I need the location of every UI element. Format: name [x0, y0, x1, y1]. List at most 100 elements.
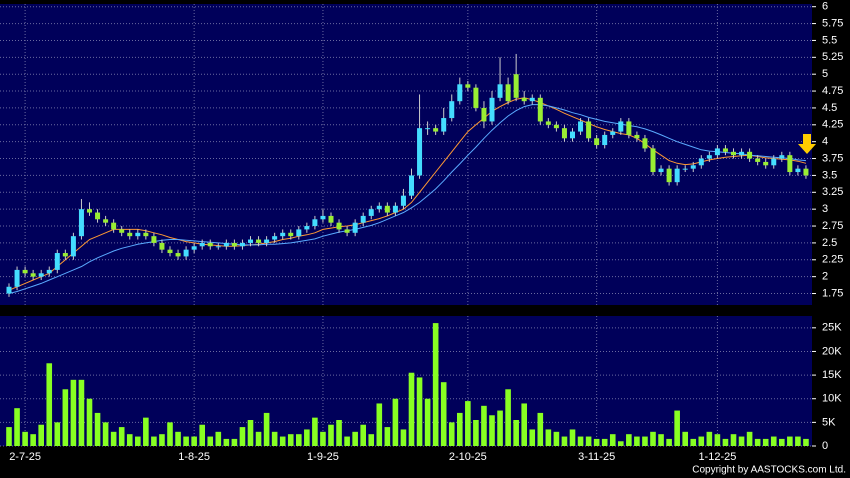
candle-body — [481, 107, 487, 122]
volume-bar — [223, 438, 230, 446]
candle-body — [6, 286, 12, 294]
copyright: Copyright by AASTOCKS.com Ltd. — [692, 465, 846, 476]
y-tick-label: 4.25 — [822, 119, 843, 131]
candle-body — [328, 215, 334, 223]
volume-bar — [6, 427, 12, 446]
candle-body — [151, 236, 157, 243]
volume-bar — [328, 424, 334, 446]
candle-body — [159, 242, 165, 250]
volume-bar — [658, 434, 664, 446]
volume-bar — [666, 438, 672, 446]
volume-bar — [706, 431, 713, 446]
candle-body — [537, 97, 543, 122]
volume-bar — [271, 431, 278, 446]
candle-body — [207, 242, 213, 247]
y-tick-label: 5.5 — [822, 34, 837, 46]
candle-body — [618, 121, 624, 132]
candle-body — [175, 253, 181, 257]
candle-body — [457, 84, 463, 102]
volume-bar — [618, 441, 624, 446]
volume-bar — [698, 436, 705, 446]
volume-bar — [730, 434, 737, 446]
x-tick-label: 3-11-25 — [578, 451, 615, 463]
volume-bar — [593, 438, 600, 446]
volume-bar — [722, 438, 729, 446]
candle-body — [38, 273, 44, 277]
candle-body — [400, 195, 406, 206]
volume-bar — [376, 403, 383, 446]
volume-bar — [336, 420, 342, 446]
y-tick-label: 4 — [822, 136, 828, 148]
candle-body — [103, 219, 109, 223]
y-tick-label: 5.25 — [822, 51, 843, 63]
volume-bar — [787, 436, 793, 446]
volume-bar — [440, 382, 447, 446]
candle-body — [409, 175, 414, 196]
volume-bar — [151, 436, 157, 446]
candle-body — [231, 242, 237, 247]
volume-bar — [215, 431, 222, 446]
candle-body — [497, 84, 503, 98]
y-tick-label: 1.75 — [822, 287, 843, 299]
x-tick-label: 2-7-25 — [9, 451, 41, 463]
volume-bar — [304, 429, 310, 446]
candle-body — [521, 97, 527, 102]
candle-body — [22, 269, 28, 274]
candle-body — [46, 269, 52, 274]
volume-bar — [30, 434, 36, 446]
candle-body — [642, 138, 648, 149]
volume-bar — [38, 424, 44, 446]
x-tick-label: 1-9-25 — [307, 451, 339, 463]
volume-bar — [408, 372, 415, 446]
candle-body — [119, 229, 125, 233]
candle-body — [787, 155, 793, 173]
candle-body — [441, 118, 447, 132]
candle-body — [433, 128, 439, 132]
volume-bar — [465, 401, 471, 446]
candle-body — [771, 158, 777, 166]
volume-bar — [94, 412, 101, 446]
volume-bar — [287, 434, 294, 446]
y-tick-label: 3.5 — [822, 169, 837, 181]
candle-body — [248, 239, 253, 243]
volume-bar — [585, 436, 592, 446]
volume-bar — [537, 412, 544, 446]
y-tick-label: 5 — [822, 68, 828, 80]
volume-bar — [457, 412, 463, 446]
candle-body — [763, 161, 769, 166]
candle-body — [650, 148, 656, 173]
volume-bar — [22, 431, 28, 446]
volume-bar — [312, 417, 318, 446]
candle-body — [602, 134, 608, 146]
candle-body — [698, 158, 704, 166]
volume-bar — [746, 431, 753, 446]
volume-bar — [368, 434, 375, 446]
volume-bar — [738, 436, 745, 446]
y-tick-label: 6 — [822, 1, 828, 13]
volume-bar — [62, 389, 69, 446]
y-tick-label: 2 — [822, 271, 828, 283]
volume-bar — [795, 436, 801, 446]
candle-body — [280, 232, 286, 237]
volume-bar — [650, 431, 656, 446]
volume-bar — [626, 434, 632, 446]
volume-bar — [505, 389, 511, 446]
candle-body — [586, 121, 592, 139]
candle-body — [449, 101, 455, 119]
candle-body — [658, 168, 664, 173]
candle-body — [199, 242, 205, 247]
y-tick-label: 5K — [822, 416, 836, 428]
y-tick-label: 10K — [822, 393, 842, 405]
candle-body — [722, 148, 728, 152]
candle-body — [714, 148, 720, 156]
candle-body — [626, 121, 632, 135]
candle-body — [62, 253, 68, 257]
volume-bar — [553, 431, 560, 446]
candle-body — [674, 168, 680, 183]
candle-body — [666, 168, 672, 183]
candle-body — [779, 155, 785, 159]
volume-bar — [513, 420, 519, 446]
candle-body — [578, 121, 584, 132]
candle-body — [215, 246, 221, 248]
